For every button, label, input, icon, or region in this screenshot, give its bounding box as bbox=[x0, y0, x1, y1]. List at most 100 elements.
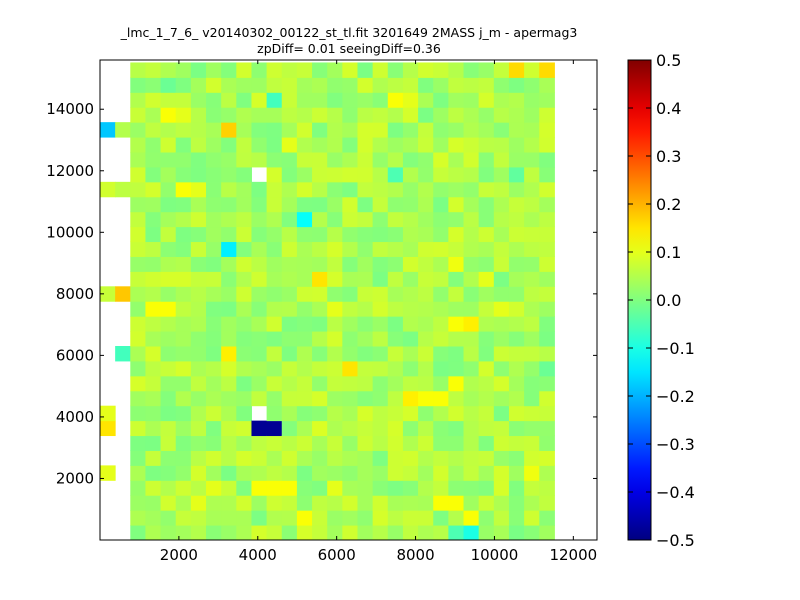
heatmap-cell bbox=[251, 137, 268, 153]
heatmap-cell bbox=[342, 316, 358, 332]
y-tick-label: 4000 bbox=[56, 408, 94, 426]
heatmap-cell bbox=[539, 495, 555, 511]
heatmap-cell bbox=[493, 137, 510, 153]
heatmap-cell bbox=[539, 331, 555, 347]
heatmap-cell bbox=[433, 390, 449, 407]
heatmap-cell bbox=[175, 271, 192, 287]
heatmap-cell bbox=[145, 495, 162, 511]
heatmap-cell bbox=[296, 77, 313, 93]
heatmap-cell bbox=[160, 480, 177, 496]
heatmap-cell bbox=[190, 241, 207, 257]
heatmap-cell bbox=[342, 137, 358, 153]
heatmap-cell bbox=[296, 375, 313, 392]
heatmap-cell bbox=[130, 77, 146, 93]
heatmap-cell bbox=[463, 286, 480, 302]
heatmap-cell bbox=[539, 286, 555, 302]
heatmap-cell bbox=[281, 107, 298, 123]
heatmap-cell bbox=[448, 346, 465, 362]
heatmap-cell bbox=[448, 510, 465, 526]
heatmap-cell bbox=[160, 226, 177, 243]
heatmap-cell bbox=[190, 181, 207, 198]
heatmap-cell bbox=[130, 510, 146, 526]
heatmap-cell bbox=[524, 196, 540, 213]
heatmap-cell bbox=[206, 107, 222, 123]
heatmap-cell bbox=[236, 196, 252, 213]
heatmap-cell bbox=[357, 107, 374, 123]
heatmap-cell bbox=[130, 465, 146, 481]
heatmap-cell bbox=[387, 181, 404, 198]
heatmap-cell bbox=[130, 420, 146, 437]
heatmap-cell bbox=[372, 480, 389, 496]
heatmap-cell bbox=[357, 316, 374, 332]
heatmap-cell bbox=[418, 241, 434, 257]
heatmap-cell bbox=[524, 450, 540, 466]
y-tick-label: 10000 bbox=[46, 223, 94, 241]
heatmap-cell bbox=[448, 256, 465, 272]
heatmap-cell bbox=[251, 241, 268, 257]
heatmap-cell bbox=[312, 137, 328, 153]
heatmap-cell bbox=[130, 495, 146, 511]
heatmap-cell bbox=[251, 226, 268, 243]
heatmap-cell bbox=[145, 241, 162, 257]
heatmap-cell bbox=[418, 450, 434, 466]
heatmap-cell bbox=[402, 390, 419, 407]
heatmap-cell bbox=[281, 525, 298, 541]
heatmap-cell bbox=[357, 495, 374, 511]
heatmap-cell bbox=[296, 226, 313, 243]
heatmap-cell bbox=[508, 301, 525, 317]
heatmap-cell bbox=[221, 331, 237, 347]
heatmap-cell bbox=[402, 435, 419, 451]
heatmap-cell bbox=[160, 122, 177, 138]
heatmap-cell bbox=[312, 122, 328, 138]
heatmap-cell bbox=[463, 107, 480, 123]
heatmap-cell bbox=[100, 465, 116, 481]
heatmap-cell bbox=[539, 301, 555, 317]
heatmap-cell bbox=[266, 286, 283, 302]
heatmap-cell bbox=[145, 256, 162, 272]
heatmap-cell bbox=[130, 360, 146, 377]
heatmap-cell bbox=[493, 525, 510, 541]
heatmap-cell bbox=[296, 510, 313, 526]
heatmap-cell bbox=[448, 241, 465, 257]
heatmap-cell bbox=[433, 420, 449, 437]
heatmap-cell bbox=[524, 435, 540, 451]
heatmap-cell bbox=[206, 525, 222, 541]
heatmap-cell bbox=[387, 316, 404, 332]
heatmap-cell bbox=[281, 137, 298, 153]
heatmap-cell bbox=[266, 271, 283, 287]
heatmap-cell bbox=[433, 480, 449, 496]
heatmap-cell bbox=[493, 92, 510, 108]
heatmap-cell bbox=[312, 346, 328, 362]
heatmap-cell bbox=[266, 480, 283, 496]
heatmap-cell bbox=[236, 301, 252, 317]
heatmap-cell bbox=[221, 166, 237, 183]
heatmap-cell bbox=[524, 375, 540, 392]
heatmap-cell bbox=[296, 92, 313, 108]
heatmap-cell bbox=[539, 137, 555, 153]
heatmap-cell bbox=[433, 450, 449, 466]
heatmap-cell bbox=[312, 62, 328, 78]
heatmap-cell bbox=[327, 166, 343, 183]
heatmap-cell bbox=[524, 301, 540, 317]
heatmap-cell bbox=[266, 241, 283, 257]
heatmap-cell bbox=[493, 495, 510, 511]
heatmap-cell bbox=[448, 495, 465, 511]
heatmap-cell bbox=[175, 450, 192, 466]
heatmap-cell bbox=[402, 62, 419, 78]
heatmap-cell bbox=[281, 211, 298, 228]
heatmap-cell bbox=[327, 256, 343, 272]
heatmap-cell bbox=[327, 390, 343, 407]
heatmap-cell bbox=[478, 107, 495, 123]
heatmap-cell bbox=[266, 346, 283, 362]
heatmap-cell bbox=[281, 375, 298, 392]
heatmap-cell bbox=[402, 495, 419, 511]
heatmap-cell bbox=[433, 331, 449, 347]
heatmap-cell bbox=[463, 450, 480, 466]
heatmap-cell bbox=[312, 77, 328, 93]
heatmap-cell bbox=[372, 166, 389, 183]
heatmap-cell bbox=[206, 390, 222, 407]
heatmap-cell bbox=[221, 510, 237, 526]
heatmap-cell bbox=[175, 62, 192, 78]
heatmap-cell bbox=[357, 450, 374, 466]
heatmap-cell bbox=[372, 360, 389, 377]
